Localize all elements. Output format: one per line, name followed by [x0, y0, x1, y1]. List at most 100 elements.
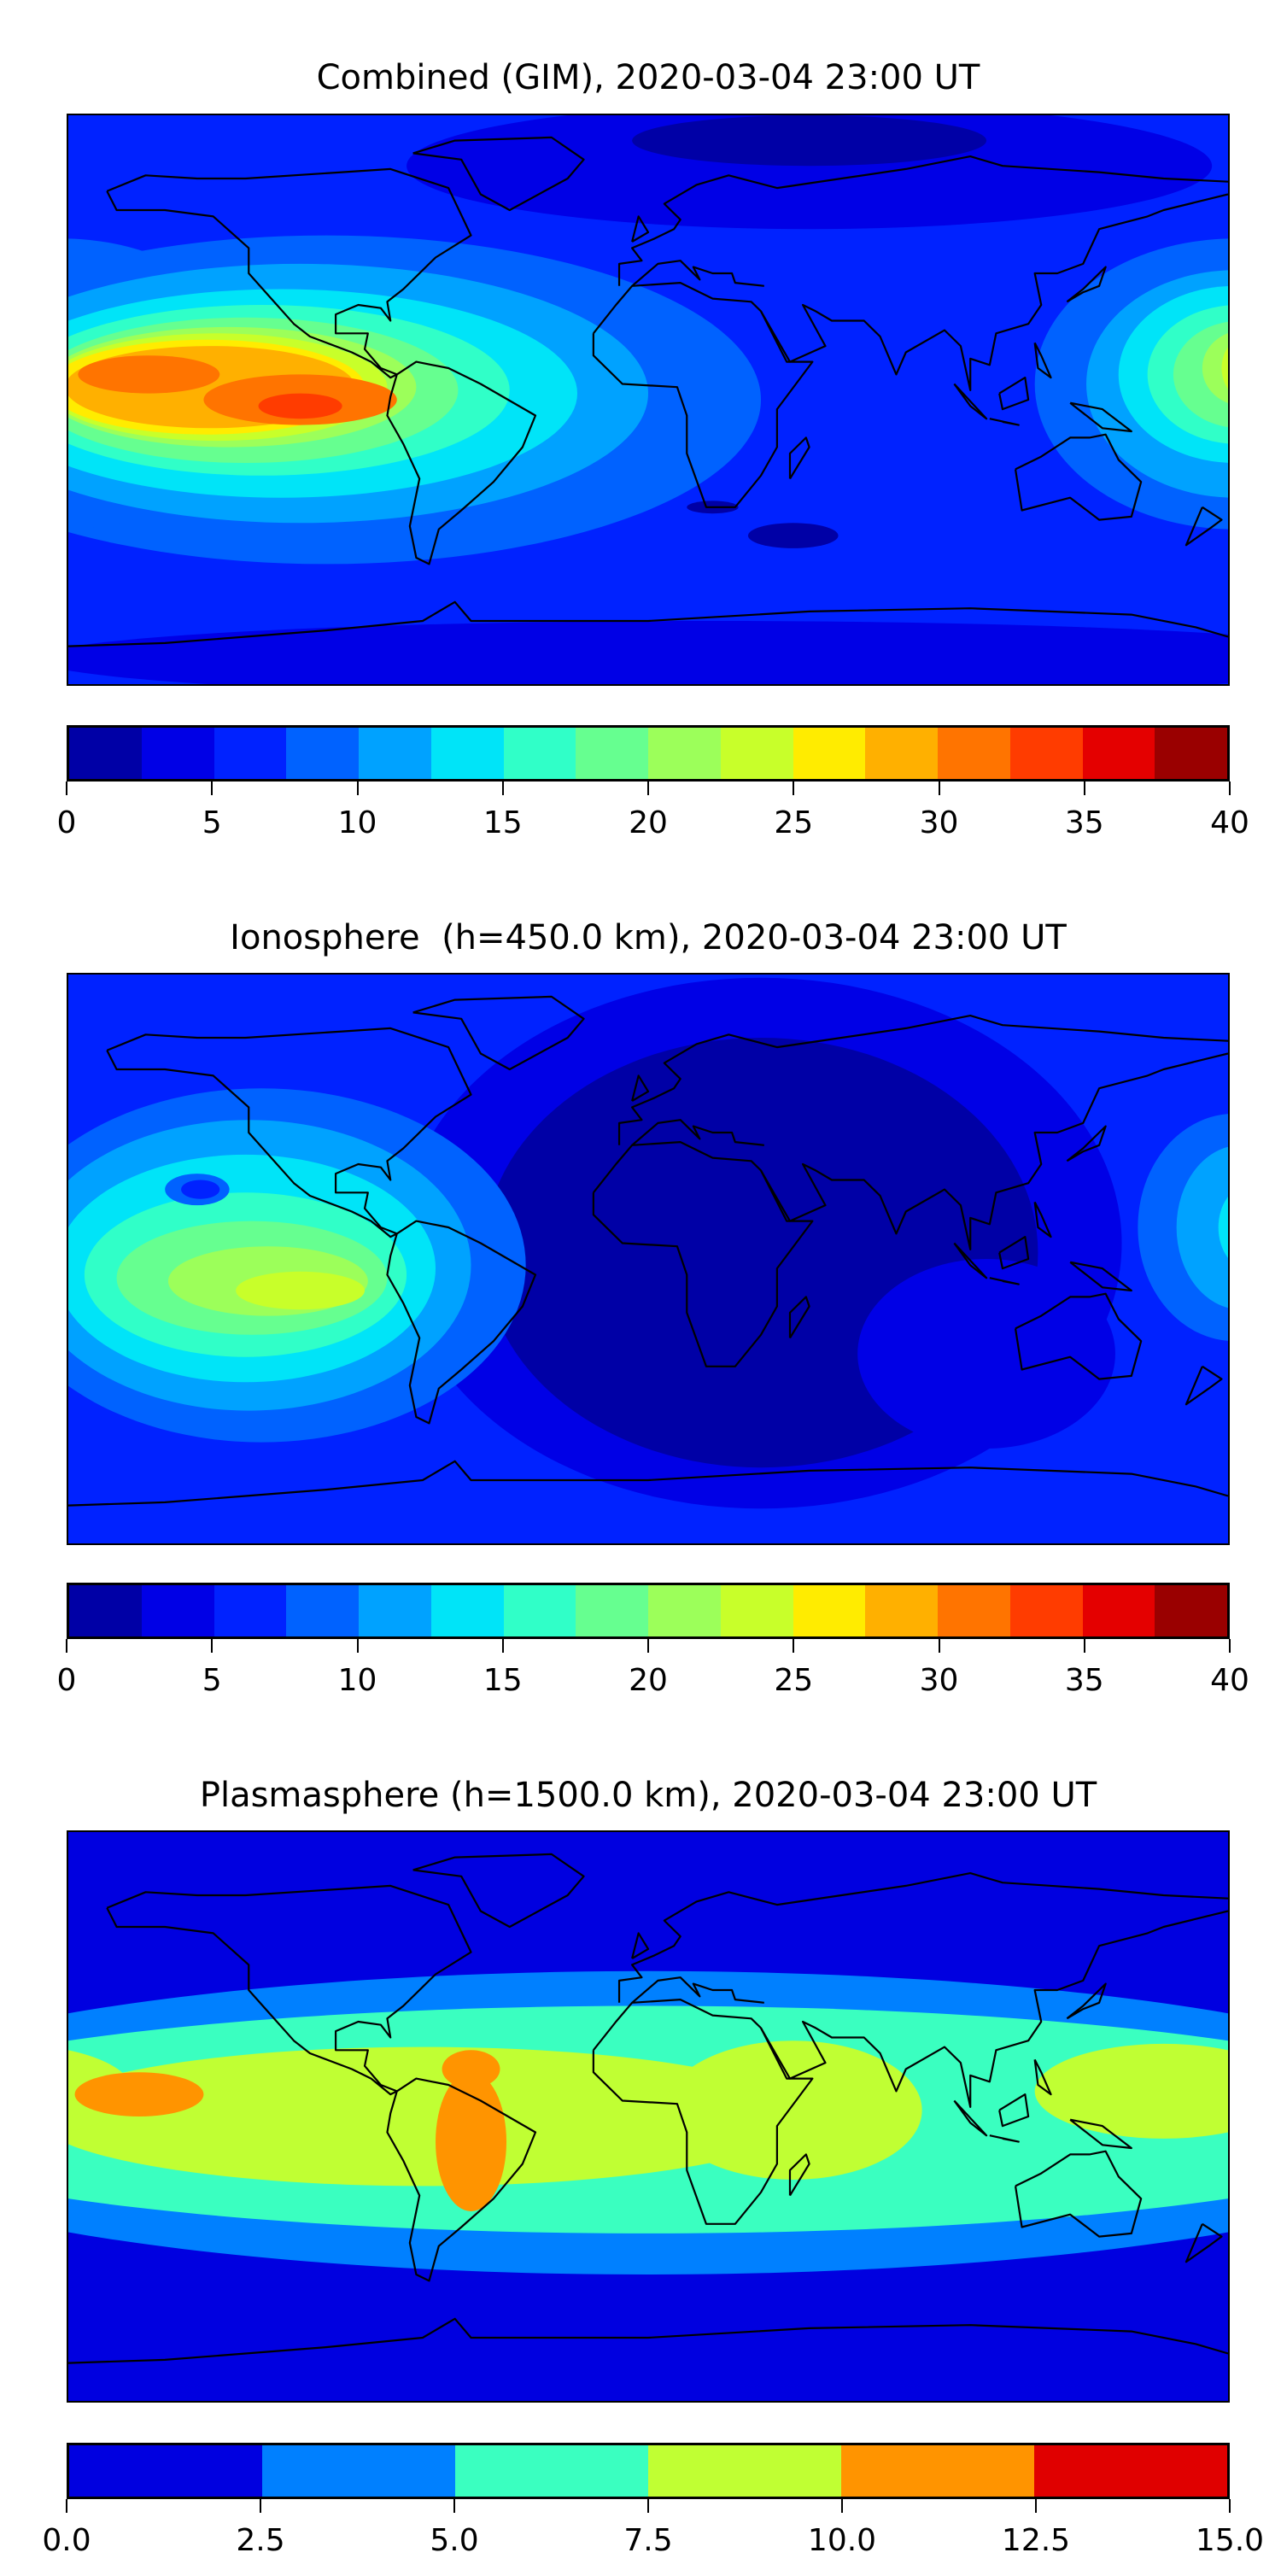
- colorbar-tick-mark: [259, 2499, 261, 2513]
- coastline: [619, 156, 1228, 286]
- colorbar-segment: [648, 728, 721, 779]
- contour-region: [632, 115, 987, 167]
- panel-title-plasmasphere: Plasmasphere (h=1500.0 km), 2020-03-04 2…: [199, 1776, 1097, 1815]
- colorbar-tick-label: 12.5: [1001, 2523, 1071, 2558]
- coastline: [619, 1873, 1228, 2003]
- colorbar-tick-label: 10.0: [807, 2523, 877, 2558]
- coastline: [1186, 1367, 1221, 1404]
- contour-region: [1221, 347, 1228, 389]
- coastline: [632, 1933, 648, 1958]
- colorbar-tick-mark: [938, 782, 940, 795]
- colorbar-tick-label: 10: [337, 1663, 377, 1698]
- colorbar-tick-label: 0: [56, 805, 77, 840]
- colorbar-segment: [69, 2445, 262, 2497]
- coastline: [790, 2154, 810, 2195]
- coastline: [107, 1886, 471, 2094]
- map-plasmasphere: [67, 1830, 1230, 2403]
- colorbar-tick-mark: [647, 2499, 649, 2513]
- colorbar-tick-mark: [501, 782, 504, 795]
- colorbar-tick-label: 20: [629, 805, 668, 840]
- colorbar-segment: [141, 1585, 214, 1636]
- coastline: [761, 1912, 1228, 2107]
- coastline: [954, 2101, 986, 2136]
- colorbar-segment: [214, 728, 287, 779]
- colorbar-tick-mark: [356, 782, 359, 795]
- colorbar-segment: [576, 728, 648, 779]
- coastline: [632, 1120, 764, 1145]
- colorbar-tick-label: 0.0: [42, 2523, 91, 2558]
- coastline: [594, 1142, 813, 1367]
- coastline: [1067, 1984, 1105, 2019]
- colorbar-segment: [720, 1585, 793, 1636]
- contour-region: [442, 2050, 500, 2088]
- colorbar-tick-label: 20: [629, 1663, 668, 1698]
- colorbar-segment: [214, 1585, 287, 1636]
- map-ionosphere: [67, 973, 1230, 1545]
- contour-region: [407, 115, 1212, 230]
- coastline: [632, 1977, 764, 2003]
- colorbar-segment: [576, 1585, 648, 1636]
- coastline: [413, 138, 584, 210]
- colorbar-segment: [503, 728, 576, 779]
- coastline: [107, 1028, 471, 1237]
- colorbar-segment: [793, 1585, 866, 1636]
- colorbar-segment: [69, 1585, 142, 1636]
- coastline: [761, 1054, 1228, 1250]
- contour-region: [74, 2072, 204, 2116]
- contour-map-ionosphere: [68, 975, 1228, 1543]
- coastline: [761, 195, 1228, 390]
- coastline: [990, 1278, 1019, 1284]
- colorbar-tick-label: 40: [1210, 805, 1249, 840]
- coastline: [387, 2079, 535, 2281]
- contour-region: [1034, 2043, 1228, 2139]
- coastline: [632, 216, 648, 242]
- colorbar-segment: [720, 728, 793, 779]
- coastline: [999, 1237, 1028, 1268]
- colorbar-tick-mark: [1229, 1639, 1231, 1653]
- contour-map-plasmasphere: [68, 1832, 1228, 2401]
- colorbar-segment: [430, 1585, 504, 1636]
- contour-region: [664, 2040, 922, 2180]
- contour-region: [258, 393, 342, 419]
- contour-region: [436, 2072, 507, 2211]
- coastline: [1186, 507, 1221, 545]
- colorbar-tick-label: 5.0: [430, 2523, 479, 2558]
- colorbar-tick-mark: [647, 782, 649, 795]
- map-combined: [67, 114, 1230, 686]
- coastline: [1070, 403, 1132, 431]
- colorbar-tick-mark: [1083, 1639, 1085, 1653]
- coastline: [387, 362, 535, 565]
- coastline: [1186, 2224, 1221, 2262]
- coastline: [632, 1075, 648, 1101]
- coastline: [990, 419, 1019, 424]
- colorbar-segment: [1155, 1585, 1227, 1636]
- colorbar-segment: [1009, 1585, 1083, 1636]
- colorbar-tick-mark: [501, 1639, 504, 1653]
- colorbar-tick-label: 15: [483, 1663, 523, 1698]
- contour-region: [181, 1180, 220, 1199]
- colorbar-ticks-ionosphere: 0 5 10 15 20 25 30 35 40: [57, 1639, 1249, 1716]
- coastline: [632, 261, 764, 286]
- colorbar-combined: [67, 725, 1230, 782]
- contour-region: [68, 621, 1228, 684]
- colorbar-tick-label: 40: [1210, 1663, 1249, 1698]
- coastline: [954, 1244, 986, 1279]
- coastline: [413, 997, 584, 1069]
- coastline: [1035, 1202, 1051, 1237]
- colorbar-tick-label: 30: [919, 805, 959, 840]
- colorbar-tick-mark: [66, 1639, 67, 1653]
- colorbar-tick-mark: [453, 2499, 455, 2513]
- colorbar-tick-mark: [66, 2499, 67, 2513]
- colorbar-tick-label: 15.0: [1195, 2523, 1265, 2558]
- colorbar-tick-mark: [1083, 782, 1085, 795]
- coastline: [594, 283, 813, 507]
- colorbar-tick-label: 25: [774, 1663, 814, 1698]
- coastline: [107, 169, 471, 378]
- colorbar-segment: [359, 728, 431, 779]
- colorbar-segment: [503, 1585, 576, 1636]
- coastline: [954, 384, 986, 419]
- contour-region: [78, 355, 220, 394]
- colorbar-segment: [262, 2445, 455, 2497]
- colorbar-segment: [286, 1585, 359, 1636]
- coastline: [1070, 1262, 1132, 1291]
